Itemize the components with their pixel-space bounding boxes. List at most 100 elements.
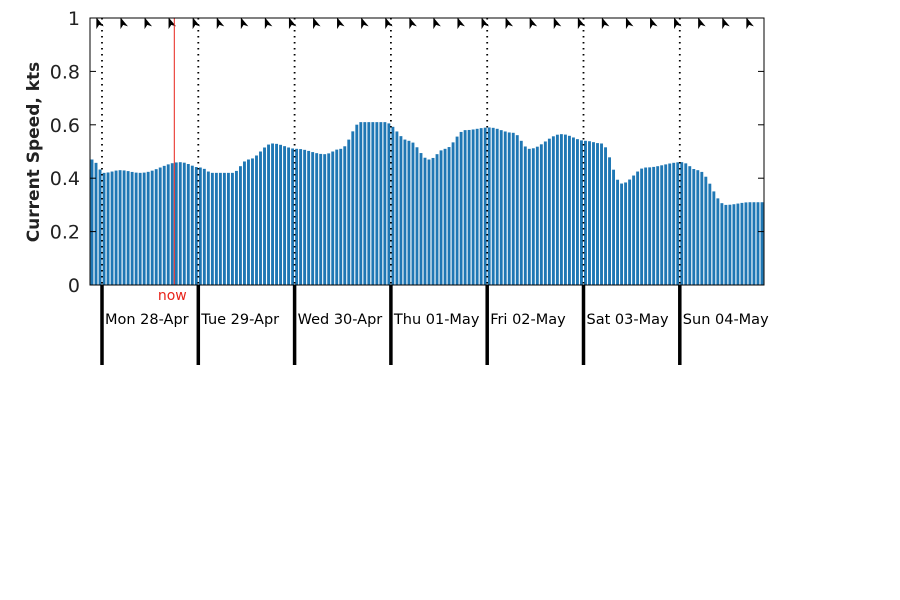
speed-bar — [676, 162, 680, 285]
speed-bar — [190, 165, 194, 285]
speed-bar — [287, 147, 291, 285]
direction-arrow-icon — [385, 17, 393, 30]
speed-bar — [584, 140, 587, 285]
speed-bar — [339, 148, 343, 285]
speed-bar — [102, 172, 106, 285]
speed-bar — [547, 138, 551, 285]
direction-arrow-icon — [625, 17, 634, 30]
speed-bar — [656, 166, 660, 285]
speed-bar — [415, 147, 419, 285]
direction-arrow-icon — [553, 17, 562, 30]
speed-bar — [243, 161, 246, 285]
speed-bar — [716, 198, 720, 285]
day-label: Thu 01-May — [393, 312, 480, 328]
speed-bar — [315, 153, 319, 285]
speed-bar — [592, 142, 595, 285]
speed-bar — [732, 204, 736, 285]
speed-bar — [182, 162, 186, 285]
speed-bar — [523, 146, 527, 285]
speed-bar — [531, 148, 535, 285]
speed-bar — [495, 128, 499, 285]
speed-bar — [154, 169, 158, 285]
direction-arrow-icon — [120, 17, 128, 30]
speed-bar — [222, 172, 226, 285]
speed-bar — [218, 172, 222, 285]
speed-bar — [684, 163, 688, 285]
speed-bar — [728, 204, 732, 285]
plot-axes — [89, 17, 765, 286]
speed-bar — [206, 171, 210, 285]
direction-arrow-icon — [601, 17, 610, 30]
speed-bar — [664, 164, 668, 285]
speed-bar — [543, 141, 547, 285]
speed-bar — [567, 135, 571, 285]
y-tick-label: 0.6 — [50, 115, 80, 137]
direction-arrow-icon — [240, 17, 249, 30]
direction-arrow-icon — [529, 17, 538, 30]
speed-bar — [166, 164, 170, 285]
speed-bar — [303, 149, 307, 285]
speed-bar — [387, 123, 391, 285]
speed-bar — [279, 144, 283, 285]
speed-bar — [756, 202, 760, 285]
speed-bar — [604, 147, 607, 285]
speed-bar — [752, 202, 756, 285]
speed-bar — [612, 169, 615, 285]
speed-bar — [251, 158, 254, 285]
speed-bar — [559, 134, 563, 285]
speed-bar — [271, 143, 274, 285]
speed-bar — [640, 168, 644, 285]
speed-bar — [475, 128, 479, 285]
direction-arrow-icon — [264, 17, 273, 30]
speed-bar — [487, 127, 491, 285]
speed-bar — [255, 155, 258, 285]
speed-bar — [648, 167, 652, 285]
now-label: now — [158, 288, 187, 304]
direction-arrow-icon — [313, 17, 321, 30]
speed-bar — [323, 154, 327, 285]
direction-arrow-icon — [650, 17, 658, 30]
speed-bar — [672, 162, 676, 285]
speed-bar — [503, 131, 507, 285]
speed-bar — [692, 169, 696, 285]
speed-bar — [234, 170, 238, 285]
speed-bar — [527, 148, 531, 285]
speed-bar — [383, 122, 387, 285]
direction-arrow-icon — [481, 17, 490, 30]
speed-bar — [551, 136, 555, 285]
speed-bar — [660, 165, 664, 285]
speed-bar — [90, 159, 94, 285]
speed-bar — [407, 140, 411, 285]
speed-bar — [146, 171, 150, 285]
speed-bar — [399, 136, 403, 285]
speed-bar — [355, 124, 359, 286]
speed-bar — [447, 147, 451, 285]
speed-bar — [511, 132, 515, 285]
speed-bar — [700, 171, 704, 285]
speed-bar — [760, 202, 764, 285]
speed-bar — [668, 163, 672, 285]
day-label: Wed 30-Apr — [298, 312, 383, 328]
speed-bar — [210, 172, 214, 285]
speed-bar — [347, 139, 351, 285]
direction-arrow-icon — [361, 17, 369, 30]
speed-bar — [588, 141, 591, 285]
speed-bar — [110, 171, 114, 285]
y-tick-label: 0.2 — [50, 222, 80, 244]
speed-bar — [411, 142, 415, 285]
speed-bar — [130, 171, 134, 285]
speed-bar — [652, 166, 656, 285]
direction-arrow-icon — [698, 17, 706, 30]
speed-bar — [724, 204, 728, 285]
speed-bar — [259, 151, 262, 285]
speed-bar — [295, 148, 299, 285]
day-label: Sun 04-May — [683, 312, 769, 328]
y-tick-label: 1 — [68, 8, 80, 30]
direction-arrow-icon — [288, 17, 297, 30]
y-tick-label: 0.4 — [50, 168, 80, 190]
speed-bar — [740, 202, 744, 285]
speed-bar — [162, 165, 166, 285]
direction-arrow-icon — [168, 17, 177, 30]
speed-bar — [720, 203, 724, 285]
